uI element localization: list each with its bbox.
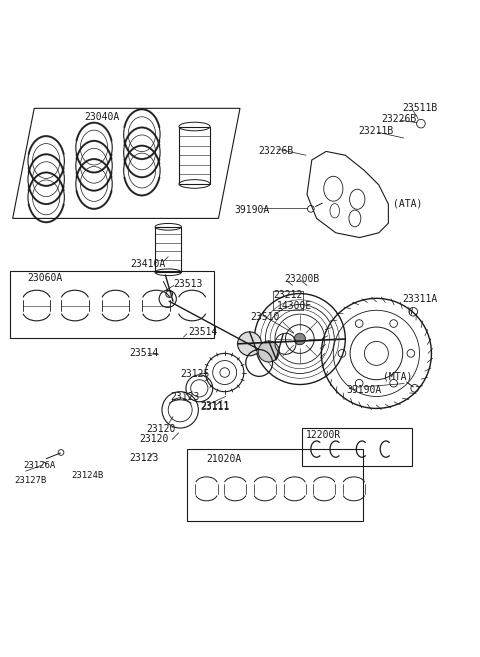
Text: 23212: 23212 bbox=[274, 290, 303, 300]
Text: 39190A: 39190A bbox=[346, 385, 382, 395]
Text: 23514: 23514 bbox=[129, 348, 158, 358]
Circle shape bbox=[238, 332, 262, 356]
Text: 23120: 23120 bbox=[140, 434, 169, 443]
Text: 23123: 23123 bbox=[129, 453, 158, 463]
Text: 23040A: 23040A bbox=[84, 112, 120, 122]
Text: 23510: 23510 bbox=[251, 311, 280, 321]
Text: 14300E: 14300E bbox=[277, 300, 312, 311]
Text: 23513: 23513 bbox=[173, 279, 203, 290]
Text: 23060A: 23060A bbox=[27, 273, 62, 283]
Text: 23200B: 23200B bbox=[284, 274, 319, 284]
Circle shape bbox=[294, 333, 306, 345]
Text: 23111: 23111 bbox=[201, 402, 230, 412]
Text: 23126A: 23126A bbox=[24, 461, 56, 470]
Text: 23211B: 23211B bbox=[359, 126, 394, 136]
Text: 39190A: 39190A bbox=[234, 205, 269, 215]
Text: 23127B: 23127B bbox=[14, 476, 47, 486]
Text: 23226B: 23226B bbox=[381, 114, 417, 124]
Circle shape bbox=[258, 341, 279, 362]
Text: (MTA): (MTA) bbox=[383, 371, 412, 381]
Text: 23226B: 23226B bbox=[258, 147, 293, 156]
Text: 23124B: 23124B bbox=[72, 472, 104, 480]
Text: 23311A: 23311A bbox=[403, 294, 438, 304]
Text: 23120: 23120 bbox=[147, 424, 176, 434]
Text: 21020A: 21020A bbox=[206, 454, 242, 464]
Text: 12200R: 12200R bbox=[306, 430, 341, 440]
Text: 23511B: 23511B bbox=[403, 103, 438, 114]
Text: (ATA): (ATA) bbox=[393, 198, 422, 208]
Text: 23111: 23111 bbox=[201, 401, 230, 411]
Text: 23125: 23125 bbox=[180, 369, 210, 379]
Text: 23410A: 23410A bbox=[130, 259, 165, 269]
Text: 23123: 23123 bbox=[170, 392, 200, 403]
Text: 23514: 23514 bbox=[188, 327, 218, 337]
